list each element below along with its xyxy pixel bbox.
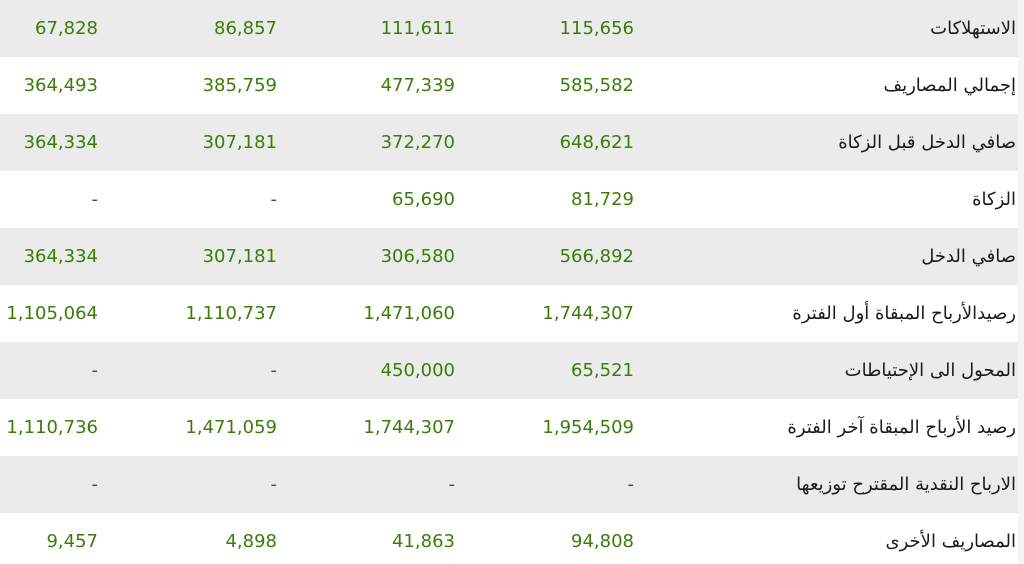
table-row: رصيد الأرباح المبقاة آخر الفترة 1,954,50…	[0, 399, 1018, 456]
row-label: صافي الدخل	[921, 246, 1016, 267]
value-cell: -	[91, 474, 99, 495]
row-label: الزكاة	[972, 189, 1016, 210]
value-cell: 566,892	[559, 246, 634, 267]
value-cell: 450,000	[380, 360, 455, 381]
table-row: صافي الدخل قبل الزكاة 648,621 372,270 30…	[0, 114, 1018, 171]
table-row: الارباح النقدية المقترح توزيعها - - - -	[0, 456, 1018, 513]
value-cell: 65,690	[392, 189, 455, 210]
value-cell: 372,270	[380, 132, 455, 153]
value-cell: 307,181	[202, 246, 277, 267]
table-row: المصاريف الأخرى 94,808 41,863 4,898 9,45…	[0, 513, 1018, 564]
value-cell: 94,808	[571, 531, 634, 552]
value-cell: 4,898	[225, 531, 277, 552]
value-cell: 1,105,064	[6, 303, 98, 324]
value-cell: 67,828	[35, 18, 98, 39]
value-cell: 364,493	[23, 75, 98, 96]
value-cell: -	[627, 474, 635, 495]
row-label: المصاريف الأخرى	[885, 531, 1016, 552]
row-label: رصيدالأرباح المبقاة أول الفترة	[792, 303, 1016, 324]
value-cell: 1,471,059	[185, 417, 277, 438]
value-cell: -	[91, 360, 99, 381]
value-cell: 648,621	[559, 132, 634, 153]
table-row: المحول الى الإحتياطات 65,521 450,000 - -	[0, 342, 1018, 399]
value-cell: 364,334	[23, 132, 98, 153]
value-cell: -	[448, 474, 456, 495]
value-cell: 364,334	[23, 246, 98, 267]
value-cell: 585,582	[559, 75, 634, 96]
value-cell: 385,759	[202, 75, 277, 96]
value-cell: 1,744,307	[363, 417, 455, 438]
table-row: الاستهلاكات 115,656 111,611 86,857 67,82…	[0, 0, 1018, 57]
table-row: الزكاة 81,729 65,690 - -	[0, 171, 1018, 228]
table-row: رصيدالأرباح المبقاة أول الفترة 1,744,307…	[0, 285, 1018, 342]
value-cell: -	[270, 360, 278, 381]
value-cell: 307,181	[202, 132, 277, 153]
value-cell: 81,729	[571, 189, 634, 210]
value-cell: 1,954,509	[542, 417, 634, 438]
table-row: صافي الدخل 566,892 306,580 307,181 364,3…	[0, 228, 1018, 285]
value-cell: 86,857	[214, 18, 277, 39]
value-cell: -	[270, 474, 278, 495]
value-cell: 1,110,737	[185, 303, 277, 324]
value-cell: 1,744,307	[542, 303, 634, 324]
row-label: إجمالي المصاريف	[883, 75, 1016, 96]
scrollbar-track[interactable]	[1018, 0, 1024, 564]
value-cell: -	[91, 189, 99, 210]
value-cell: 477,339	[380, 75, 455, 96]
value-cell: 41,863	[392, 531, 455, 552]
value-cell: 1,471,060	[363, 303, 455, 324]
row-label: المحول الى الإحتياطات	[844, 360, 1016, 381]
value-cell: -	[270, 189, 278, 210]
value-cell: 1,110,736	[6, 417, 98, 438]
row-label: رصيد الأرباح المبقاة آخر الفترة	[787, 417, 1016, 438]
row-label: صافي الدخل قبل الزكاة	[838, 132, 1016, 153]
value-cell: 111,611	[380, 18, 455, 39]
value-cell: 115,656	[559, 18, 634, 39]
row-label: الاستهلاكات	[930, 18, 1016, 39]
row-label: الارباح النقدية المقترح توزيعها	[796, 474, 1016, 495]
value-cell: 306,580	[380, 246, 455, 267]
value-cell: 9,457	[46, 531, 98, 552]
table-row: إجمالي المصاريف 585,582 477,339 385,759 …	[0, 57, 1018, 114]
value-cell: 65,521	[571, 360, 634, 381]
